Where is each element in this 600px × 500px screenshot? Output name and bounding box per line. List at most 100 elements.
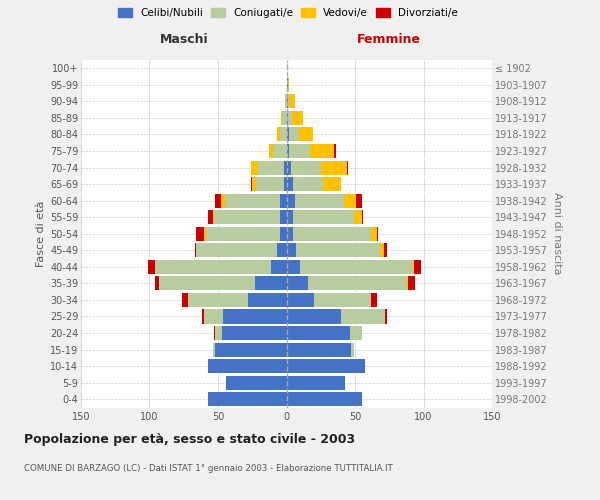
- Bar: [212, 210, 214, 224]
- Bar: [289, 94, 295, 108]
- Bar: [287, 276, 308, 290]
- Bar: [287, 342, 351, 356]
- Bar: [285, 94, 287, 108]
- Bar: [273, 144, 287, 158]
- Bar: [255, 276, 287, 290]
- Bar: [251, 160, 258, 174]
- Bar: [287, 310, 341, 324]
- Bar: [215, 194, 221, 207]
- Bar: [288, 111, 292, 125]
- Bar: [159, 276, 255, 290]
- Bar: [204, 310, 223, 324]
- Bar: [196, 226, 204, 241]
- Bar: [277, 128, 280, 141]
- Bar: [380, 244, 384, 258]
- Bar: [287, 160, 290, 174]
- Bar: [280, 194, 287, 207]
- Bar: [296, 244, 380, 258]
- Bar: [371, 226, 377, 241]
- Bar: [371, 293, 377, 307]
- Bar: [341, 310, 385, 324]
- Bar: [384, 244, 386, 258]
- Legend: Celibi/Nubili, Coniugati/e, Vedovi/e, Divorziati/e: Celibi/Nubili, Coniugati/e, Vedovi/e, Di…: [118, 8, 458, 18]
- Bar: [196, 244, 277, 258]
- Bar: [300, 260, 413, 274]
- Text: Maschi: Maschi: [160, 33, 208, 46]
- Bar: [206, 226, 280, 241]
- Bar: [321, 160, 347, 174]
- Bar: [293, 226, 371, 241]
- Bar: [222, 326, 287, 340]
- Bar: [385, 310, 386, 324]
- Bar: [289, 144, 310, 158]
- Bar: [308, 276, 407, 290]
- Bar: [351, 342, 353, 356]
- Bar: [221, 194, 225, 207]
- Bar: [287, 359, 365, 373]
- Bar: [414, 260, 421, 274]
- Bar: [323, 177, 341, 191]
- Bar: [289, 128, 299, 141]
- Text: Femmine: Femmine: [357, 33, 421, 46]
- Bar: [281, 111, 283, 125]
- Bar: [299, 128, 313, 141]
- Bar: [287, 128, 289, 141]
- Bar: [252, 177, 256, 191]
- Bar: [269, 144, 273, 158]
- Bar: [295, 194, 344, 207]
- Bar: [280, 128, 287, 141]
- Bar: [287, 260, 300, 274]
- Bar: [226, 376, 287, 390]
- Bar: [148, 260, 155, 274]
- Bar: [362, 210, 363, 224]
- Bar: [287, 194, 295, 207]
- Bar: [155, 276, 159, 290]
- Y-axis label: Anni di nascita: Anni di nascita: [551, 192, 562, 275]
- Bar: [214, 326, 215, 340]
- Bar: [287, 244, 296, 258]
- Bar: [208, 210, 212, 224]
- Bar: [215, 342, 287, 356]
- Bar: [287, 78, 288, 92]
- Bar: [284, 177, 287, 191]
- Bar: [271, 260, 287, 274]
- Bar: [356, 194, 362, 207]
- Bar: [277, 244, 287, 258]
- Bar: [287, 326, 350, 340]
- Bar: [334, 144, 336, 158]
- Bar: [287, 376, 346, 390]
- Bar: [287, 392, 362, 406]
- Bar: [413, 260, 414, 274]
- Bar: [287, 293, 314, 307]
- Y-axis label: Fasce di età: Fasce di età: [35, 200, 46, 267]
- Text: Popolazione per età, sesso e stato civile - 2003: Popolazione per età, sesso e stato civil…: [24, 432, 355, 446]
- Text: COMUNE DI BARZAGO (LC) - Dati ISTAT 1° gennaio 2003 - Elaborazione TUTTITALIA.IT: COMUNE DI BARZAGO (LC) - Dati ISTAT 1° g…: [24, 464, 393, 473]
- Bar: [344, 194, 356, 207]
- Bar: [251, 177, 252, 191]
- Bar: [284, 160, 287, 174]
- Bar: [287, 210, 293, 224]
- Bar: [223, 310, 287, 324]
- Bar: [292, 111, 303, 125]
- Bar: [290, 160, 321, 174]
- Bar: [215, 326, 222, 340]
- Bar: [407, 276, 409, 290]
- Bar: [288, 94, 289, 108]
- Bar: [155, 260, 271, 274]
- Bar: [280, 226, 287, 241]
- Bar: [256, 177, 284, 191]
- Bar: [353, 210, 362, 224]
- Bar: [195, 244, 196, 258]
- Bar: [409, 276, 415, 290]
- Bar: [377, 226, 378, 241]
- Bar: [287, 226, 293, 241]
- Bar: [182, 293, 188, 307]
- Bar: [293, 210, 353, 224]
- Bar: [280, 210, 287, 224]
- Bar: [212, 342, 215, 356]
- Bar: [287, 111, 288, 125]
- Bar: [214, 210, 280, 224]
- Bar: [248, 293, 287, 307]
- Bar: [288, 78, 289, 92]
- Bar: [283, 111, 287, 125]
